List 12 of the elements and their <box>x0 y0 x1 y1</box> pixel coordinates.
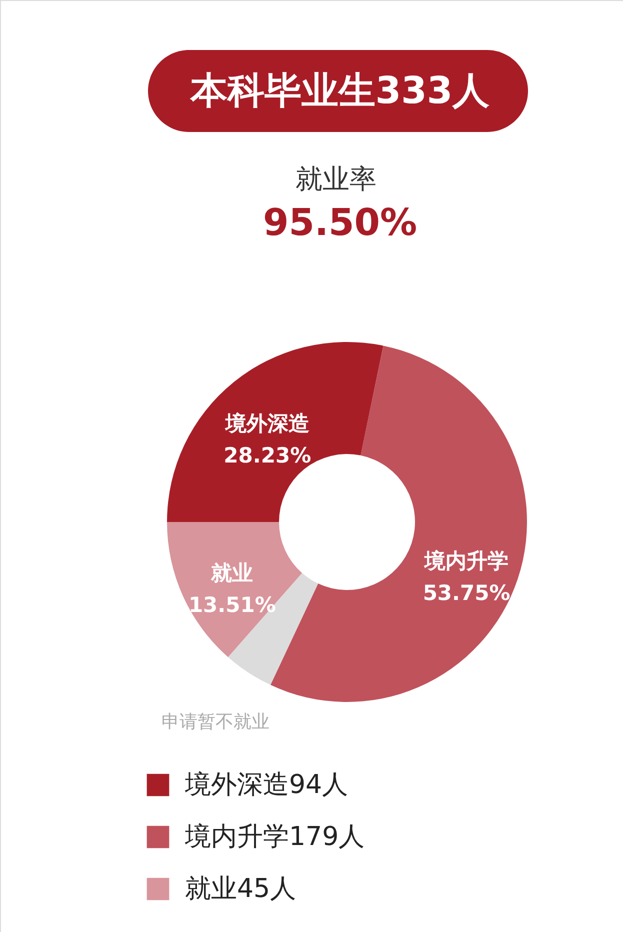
chart-subtitle: 就业率 <box>296 164 376 195</box>
legend-label: 就业45人 <box>185 874 296 904</box>
slice-label: 申请暂不就业 <box>161 712 270 733</box>
data-label: 境内升学 53.75% <box>422 548 510 605</box>
chart-title: 本科毕业生333人 <box>189 69 490 112</box>
donut-slice <box>167 342 384 522</box>
text: 95.50% <box>262 201 418 244</box>
data-label: 境外深造 28.23% <box>224 411 312 468</box>
legend-label: 境外深造94人 <box>184 770 348 800</box>
legend-label: 境内升学179人 <box>184 822 365 852</box>
donut-slice <box>167 522 302 658</box>
data-label: 就业 13.51% <box>188 560 276 617</box>
